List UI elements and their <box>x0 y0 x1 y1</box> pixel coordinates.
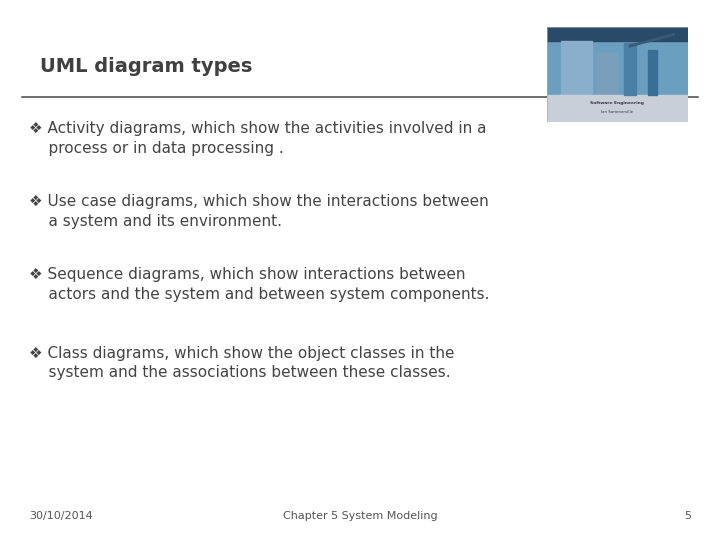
Bar <box>547 27 688 41</box>
Bar <box>624 43 636 95</box>
Text: ❖ Activity diagrams, which show the activities involved in a
    process or in d: ❖ Activity diagrams, which show the acti… <box>29 122 486 156</box>
Text: 30/10/2014: 30/10/2014 <box>29 511 93 521</box>
Bar <box>547 27 688 95</box>
Bar <box>596 52 618 95</box>
Text: ❖ Class diagrams, which show the object classes in the
    system and the associ: ❖ Class diagrams, which show the object … <box>29 346 454 380</box>
Text: Software Engineering: Software Engineering <box>590 100 644 105</box>
Text: 5: 5 <box>684 511 691 521</box>
Text: ❖ Use case diagrams, which show the interactions between
    a system and its en: ❖ Use case diagrams, which show the inte… <box>29 194 489 228</box>
Bar <box>547 95 688 122</box>
Bar <box>648 50 657 95</box>
Text: Chapter 5 System Modeling: Chapter 5 System Modeling <box>283 511 437 521</box>
Text: UML diagram types: UML diagram types <box>40 57 252 76</box>
Text: Ian Sommerville: Ian Sommerville <box>601 110 634 114</box>
Text: ❖ Sequence diagrams, which show interactions between
    actors and the system a: ❖ Sequence diagrams, which show interact… <box>29 267 490 301</box>
Bar <box>562 41 592 95</box>
